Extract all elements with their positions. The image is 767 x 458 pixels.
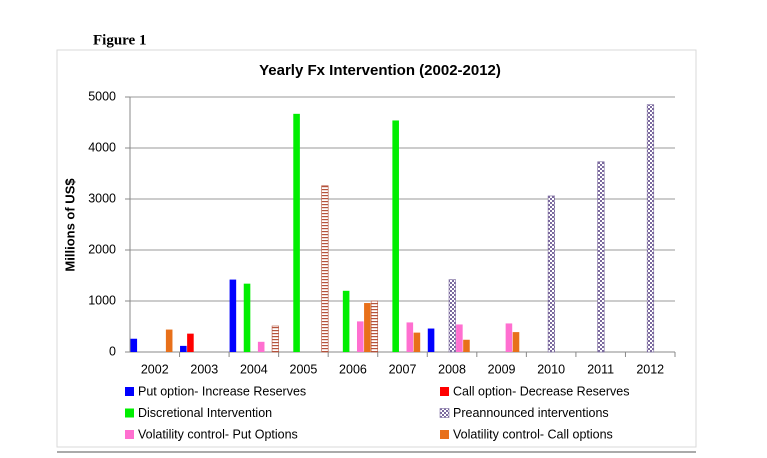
y-tick-label: 0 xyxy=(109,344,116,358)
bar xyxy=(413,332,421,352)
x-tick-label: 2008 xyxy=(438,362,466,376)
x-tick-label: 2002 xyxy=(141,362,169,376)
legend-label: Put option- Increase Reserves xyxy=(138,384,306,398)
x-tick-label: 2005 xyxy=(290,362,318,376)
y-tick-label: 1000 xyxy=(88,293,116,307)
y-tick-label: 2000 xyxy=(88,242,116,256)
x-tick-label: 2012 xyxy=(636,362,664,376)
legend-label: Volatility control- Put Options xyxy=(138,427,298,441)
x-tick-label: 2007 xyxy=(389,362,417,376)
y-tick-label: 3000 xyxy=(88,191,116,205)
bar xyxy=(505,323,513,352)
x-tick-label: 2010 xyxy=(537,362,565,376)
legend-swatch xyxy=(440,430,449,439)
bar xyxy=(463,339,470,352)
legend-swatch xyxy=(439,408,450,418)
legend-swatch xyxy=(125,430,134,439)
bar xyxy=(547,195,555,353)
bar xyxy=(364,303,371,352)
bar xyxy=(257,341,265,352)
chart-frame xyxy=(56,49,697,448)
legend-swatch xyxy=(125,387,134,396)
bar xyxy=(456,324,463,352)
bar xyxy=(448,279,456,353)
bar xyxy=(271,325,279,353)
x-tick-label: 2006 xyxy=(339,362,367,376)
legend-label: Preannounced interventions xyxy=(453,406,609,420)
x-tick-label: 2009 xyxy=(488,362,516,376)
bar xyxy=(392,120,399,353)
x-tick-label: 2011 xyxy=(587,362,614,376)
x-tick-label: 2004 xyxy=(240,362,268,376)
bar xyxy=(406,322,414,352)
bar xyxy=(427,328,435,352)
bar xyxy=(321,185,329,353)
bar xyxy=(370,300,379,353)
chart-title: Yearly Fx Intervention (2002-2012) xyxy=(259,62,501,79)
bar xyxy=(180,345,187,352)
legend-label: Call option- Decrease Reserves xyxy=(453,384,629,398)
bar xyxy=(243,283,251,352)
figure-label: Figure 1 xyxy=(93,32,146,48)
bar xyxy=(646,104,655,353)
bar xyxy=(187,333,194,352)
bar xyxy=(229,279,237,352)
y-tick-label: 5000 xyxy=(88,89,116,103)
bar xyxy=(512,332,520,352)
bar xyxy=(165,329,173,352)
y-axis-label: Millions of US$ xyxy=(62,178,77,272)
legend-swatch xyxy=(440,387,449,396)
bar xyxy=(130,338,138,352)
legend-swatch xyxy=(125,408,134,418)
x-tick-label: 2003 xyxy=(190,362,218,376)
y-tick-label: 4000 xyxy=(88,140,116,154)
legend-label: Volatility control- Call options xyxy=(453,427,613,441)
bar xyxy=(293,113,300,352)
legend-label: Discretional Intervention xyxy=(138,406,272,420)
bar xyxy=(597,161,605,353)
bar xyxy=(342,290,350,352)
bar xyxy=(356,321,364,352)
